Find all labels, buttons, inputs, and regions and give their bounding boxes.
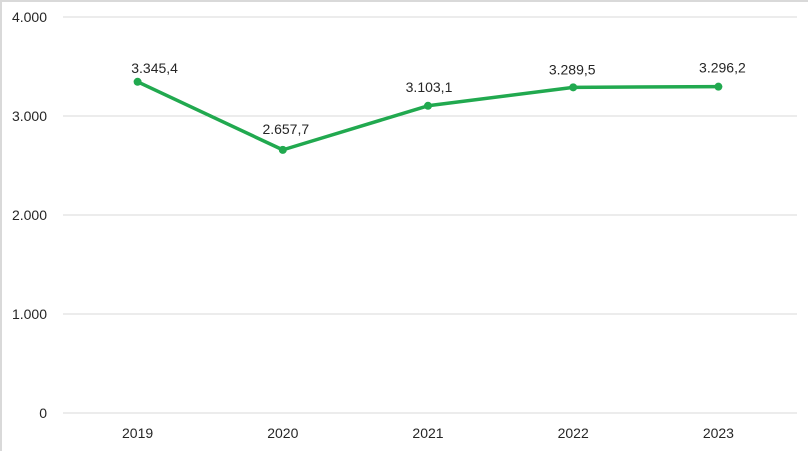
y-axis-tick-label: 2.000 (12, 207, 47, 223)
y-axis-tick-label: 0 (39, 405, 47, 421)
data-point-marker (714, 82, 723, 91)
data-point-marker (278, 145, 287, 154)
data-point-marker (569, 83, 578, 92)
data-point-label: 3.296,2 (699, 60, 746, 76)
y-axis-tick-label: 3.000 (12, 108, 47, 124)
x-axis-tick-label: 2022 (558, 425, 589, 441)
data-point-label: 3.345,4 (131, 60, 178, 76)
data-point-label: 3.103,1 (406, 79, 453, 95)
data-point-marker (133, 77, 142, 86)
x-axis-tick-label: 2020 (267, 425, 298, 441)
y-axis-tick-label: 4.000 (12, 9, 47, 25)
x-axis-tick-label: 2019 (122, 425, 153, 441)
data-point-label: 2.657,7 (262, 121, 309, 137)
data-point-marker (424, 101, 432, 110)
x-axis-tick-label: 2021 (412, 425, 443, 441)
data-point-label: 3.289,5 (549, 61, 596, 77)
x-axis-tick-label: 2023 (703, 425, 734, 441)
y-axis-tick-label: 1.000 (12, 306, 47, 322)
